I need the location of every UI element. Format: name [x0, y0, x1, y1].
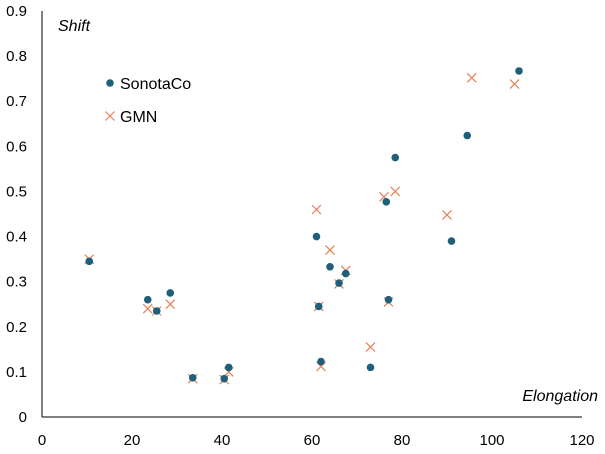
point-gmn	[311, 204, 322, 215]
x-tick-label: 20	[124, 432, 141, 449]
point-gmn	[509, 79, 520, 90]
tick-labels: 0 20 40 60 80 100 120 0 0.1 0.2 0.3 0.4 0.5 0.6 0.7 0.8…	[6, 3, 594, 449]
point-gmn-stroke	[325, 245, 335, 256]
legend-label-sonotaco: SonotaCo	[120, 76, 191, 93]
legend: SonotaCo GMN	[105, 76, 191, 126]
point-sonotaco	[366, 363, 375, 372]
y-tick-label: 0.1	[6, 364, 27, 381]
point-gmn	[442, 209, 452, 220]
axes	[41, 11, 582, 418]
data-points	[84, 67, 523, 385]
y-tick-label: 0	[19, 409, 27, 426]
point-gmn-stroke	[142, 303, 153, 314]
point-gmn-stroke	[509, 79, 520, 90]
point-sonotaco	[382, 198, 391, 206]
point-gmn-stroke	[365, 342, 376, 353]
point-sonotaco	[166, 289, 175, 297]
y-tick-label: 0.6	[6, 138, 27, 155]
y-axis-title: Shift	[58, 18, 91, 35]
x-tick-label: 60	[304, 432, 321, 449]
y-tick-label: 0.7	[6, 93, 27, 110]
point-sonotaco	[384, 295, 393, 304]
point-sonotaco	[391, 153, 400, 162]
legend-marker-gmn	[105, 111, 115, 121]
point-gmn	[466, 72, 477, 83]
point-gmn-stroke	[390, 186, 401, 197]
legend-marker-sonotaco	[106, 79, 114, 87]
point-gmn	[325, 245, 335, 256]
y-tick-label: 0.3	[6, 274, 27, 291]
x-tick-label: 100	[479, 432, 504, 449]
y-tick-label: 0.4	[6, 229, 27, 246]
legend-x	[105, 111, 115, 121]
point-sonotaco	[326, 262, 334, 271]
point-sonotaco	[463, 131, 472, 140]
point-sonotaco	[188, 373, 197, 382]
x-tick-label: 0	[38, 432, 46, 449]
y-tick-label: 0.5	[6, 183, 27, 200]
point-sonotaco	[314, 302, 323, 311]
point-gmn	[365, 342, 376, 353]
point-gmn-stroke	[442, 209, 452, 220]
y-tick-label: 0.2	[6, 319, 27, 336]
point-gmn	[142, 303, 153, 314]
point-sonotaco	[317, 357, 325, 366]
point-sonotaco	[220, 374, 229, 383]
y-tick-label: 0.9	[6, 3, 27, 20]
point-gmn	[390, 186, 401, 197]
point-sonotaco	[152, 307, 161, 315]
point-gmn	[165, 299, 176, 310]
point-sonotaco	[143, 295, 152, 304]
point-sonotaco	[335, 279, 343, 287]
point-gmn-stroke	[466, 72, 477, 83]
point-sonotaco	[312, 232, 321, 241]
legend-label-gmn: GMN	[120, 109, 157, 126]
x-tick-label: 80	[394, 432, 411, 449]
point-sonotaco	[515, 67, 523, 75]
legend-x-stroke	[105, 111, 115, 121]
y-tick-label: 0.8	[6, 48, 27, 65]
legend-item-gmn: GMN	[105, 109, 157, 126]
x-tick-label: 40	[214, 432, 231, 449]
point-sonotaco	[224, 363, 233, 372]
point-gmn-stroke	[311, 204, 322, 215]
point-gmn-stroke	[165, 299, 176, 310]
point-sonotaco	[341, 269, 350, 278]
legend-item-sonotaco: SonotaCo	[106, 76, 191, 93]
point-gmn-stroke	[379, 191, 389, 202]
x-tick-label: 120	[569, 432, 594, 449]
x-axis-title: Elongation	[522, 388, 598, 405]
point-sonotaco	[447, 237, 456, 245]
point-sonotaco	[85, 257, 94, 266]
